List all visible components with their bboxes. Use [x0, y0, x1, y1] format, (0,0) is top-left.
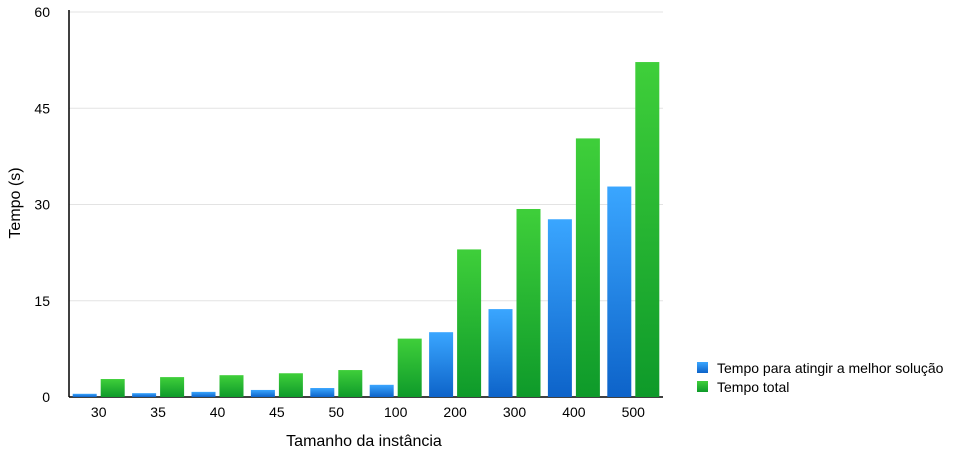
x-tick-label: 300 — [503, 404, 527, 420]
bar-best-50 — [310, 388, 335, 397]
legend-swatch-best — [697, 362, 708, 373]
x-tick-label: 100 — [384, 404, 408, 420]
x-tick-label: 200 — [443, 404, 467, 420]
x-tick-label: 30 — [91, 404, 107, 420]
bar-best-200 — [429, 332, 454, 397]
y-axis-title: Tempo (s) — [7, 167, 24, 238]
x-tick-label: 45 — [269, 404, 285, 420]
legend-label-total: Tempo total — [717, 379, 789, 395]
bar-best-100 — [369, 384, 394, 397]
y-tick-label: 45 — [34, 100, 50, 116]
legend-swatch-total — [697, 381, 708, 392]
x-tick-label: 35 — [150, 404, 166, 420]
bar-best-35 — [132, 393, 157, 397]
bar-total-45 — [278, 373, 303, 397]
y-tick-label: 30 — [34, 197, 50, 213]
legend-label-best: Tempo para atingir a melhor solução — [717, 360, 944, 376]
bar-total-100 — [397, 338, 422, 397]
bar-total-50 — [338, 370, 363, 397]
bar-best-300 — [488, 309, 513, 397]
bar-best-500 — [607, 186, 632, 397]
x-axis-title: Tamanho da instância — [286, 433, 442, 450]
bar-total-200 — [457, 249, 482, 397]
axes — [68, 10, 663, 398]
y-tick-label: 60 — [34, 4, 50, 20]
bar-best-30 — [72, 393, 97, 397]
tick-labels: 0 15 30 45 60 30 35 40 45 50 100 200 300 400 500 — [34, 4, 645, 420]
bar-total-30 — [100, 379, 125, 397]
bar-total-35 — [160, 377, 185, 397]
x-tick-label: 500 — [622, 404, 646, 420]
x-tick-label: 50 — [329, 404, 345, 420]
bar-total-400 — [575, 138, 600, 398]
bar-total-300 — [516, 208, 541, 397]
bar-total-500 — [635, 62, 660, 398]
bar-total-40 — [219, 375, 244, 397]
y-tick-label: 15 — [34, 293, 50, 309]
y-tick-label: 0 — [42, 389, 50, 405]
legend: Tempo para atingir a melhor solução Temp… — [697, 360, 944, 395]
bars — [72, 62, 660, 398]
bar-best-40 — [191, 391, 216, 397]
x-tick-label: 400 — [562, 404, 586, 420]
bar-best-400 — [547, 219, 572, 397]
bar-best-45 — [250, 389, 275, 397]
x-tick-label: 40 — [210, 404, 226, 420]
gridlines — [69, 11, 663, 302]
